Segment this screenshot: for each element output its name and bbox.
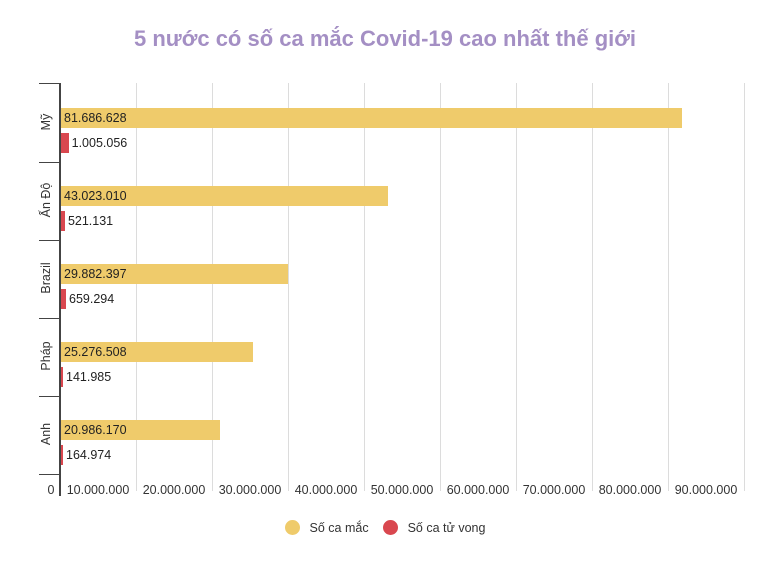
x-tick-label: 50.000.000 bbox=[370, 483, 434, 497]
bar-cases[interactable] bbox=[61, 108, 682, 128]
category-label-text: Ấn Độ bbox=[39, 182, 53, 218]
category-label-text: Mỹ bbox=[39, 113, 53, 131]
x-tick-label: 10.000.000 bbox=[66, 483, 130, 497]
value-label-cases: 43.023.010 bbox=[64, 189, 127, 203]
category-tick bbox=[39, 396, 60, 397]
gridline bbox=[364, 83, 365, 491]
bar-cases[interactable] bbox=[61, 186, 388, 206]
value-label-deaths: 141.985 bbox=[66, 370, 112, 384]
gridline bbox=[592, 83, 593, 491]
legend-dot-icon bbox=[382, 520, 398, 535]
category-tick bbox=[39, 83, 60, 84]
category-label-text: Pháp bbox=[39, 341, 53, 371]
bar-deaths[interactable] bbox=[61, 367, 63, 387]
bar-deaths[interactable] bbox=[61, 133, 69, 153]
category-tick bbox=[39, 240, 60, 241]
category-label-text: Anh bbox=[39, 422, 53, 446]
legend-label: Số ca tử vong bbox=[407, 520, 486, 535]
value-label-cases: 20.986.170 bbox=[64, 423, 127, 437]
bar-deaths[interactable] bbox=[61, 289, 66, 309]
x-tick-label: 80.000.000 bbox=[598, 483, 662, 497]
value-label-deaths: 521.131 bbox=[67, 214, 114, 228]
legend-item-deaths[interactable]: Số ca tử vong bbox=[382, 520, 486, 535]
value-label-deaths: 1.005.056 bbox=[71, 136, 128, 150]
legend-item-cases[interactable]: Số ca mắc bbox=[284, 520, 369, 535]
category-tick bbox=[39, 474, 60, 475]
category-tick bbox=[39, 162, 60, 163]
gridline bbox=[212, 83, 213, 491]
x-tick-label: 30.000.000 bbox=[218, 483, 282, 497]
gridline bbox=[744, 83, 745, 491]
bar-cases[interactable] bbox=[61, 264, 289, 284]
legend-label: Số ca mắc bbox=[309, 520, 369, 535]
bar-deaths[interactable] bbox=[61, 445, 63, 465]
legend-dot-icon bbox=[284, 520, 300, 535]
gridline bbox=[288, 83, 289, 491]
category-tick bbox=[39, 318, 60, 319]
x-tick-label: 0 bbox=[47, 483, 55, 497]
bar-deaths[interactable] bbox=[61, 211, 65, 231]
x-tick-label: 70.000.000 bbox=[522, 483, 586, 497]
bar-cases[interactable] bbox=[61, 342, 254, 362]
gridline bbox=[136, 83, 137, 491]
value-label-cases: 25.276.508 bbox=[64, 345, 127, 359]
x-tick-label: 20.000.000 bbox=[142, 483, 206, 497]
value-label-cases: 81.686.628 bbox=[64, 111, 127, 125]
category-label-text: Brazil bbox=[39, 262, 53, 294]
value-label-deaths: 659.294 bbox=[69, 292, 115, 306]
x-tick-label: 40.000.000 bbox=[294, 483, 358, 497]
legend: Số ca mắc Số ca tử vong bbox=[0, 520, 770, 535]
chart-title: 5 nước có số ca mắc Covid-19 cao nhất th… bbox=[133, 26, 636, 51]
x-tick-label: 60.000.000 bbox=[446, 483, 510, 497]
gridline bbox=[516, 83, 517, 491]
gridline bbox=[668, 83, 669, 491]
value-label-cases: 29.882.397 bbox=[64, 267, 127, 281]
x-tick-label: 90.000.000 bbox=[674, 483, 738, 497]
bar-cases[interactable] bbox=[61, 420, 221, 440]
gridline bbox=[440, 83, 441, 491]
y-axis-line bbox=[59, 83, 61, 496]
value-label-deaths: 164.974 bbox=[66, 448, 112, 462]
